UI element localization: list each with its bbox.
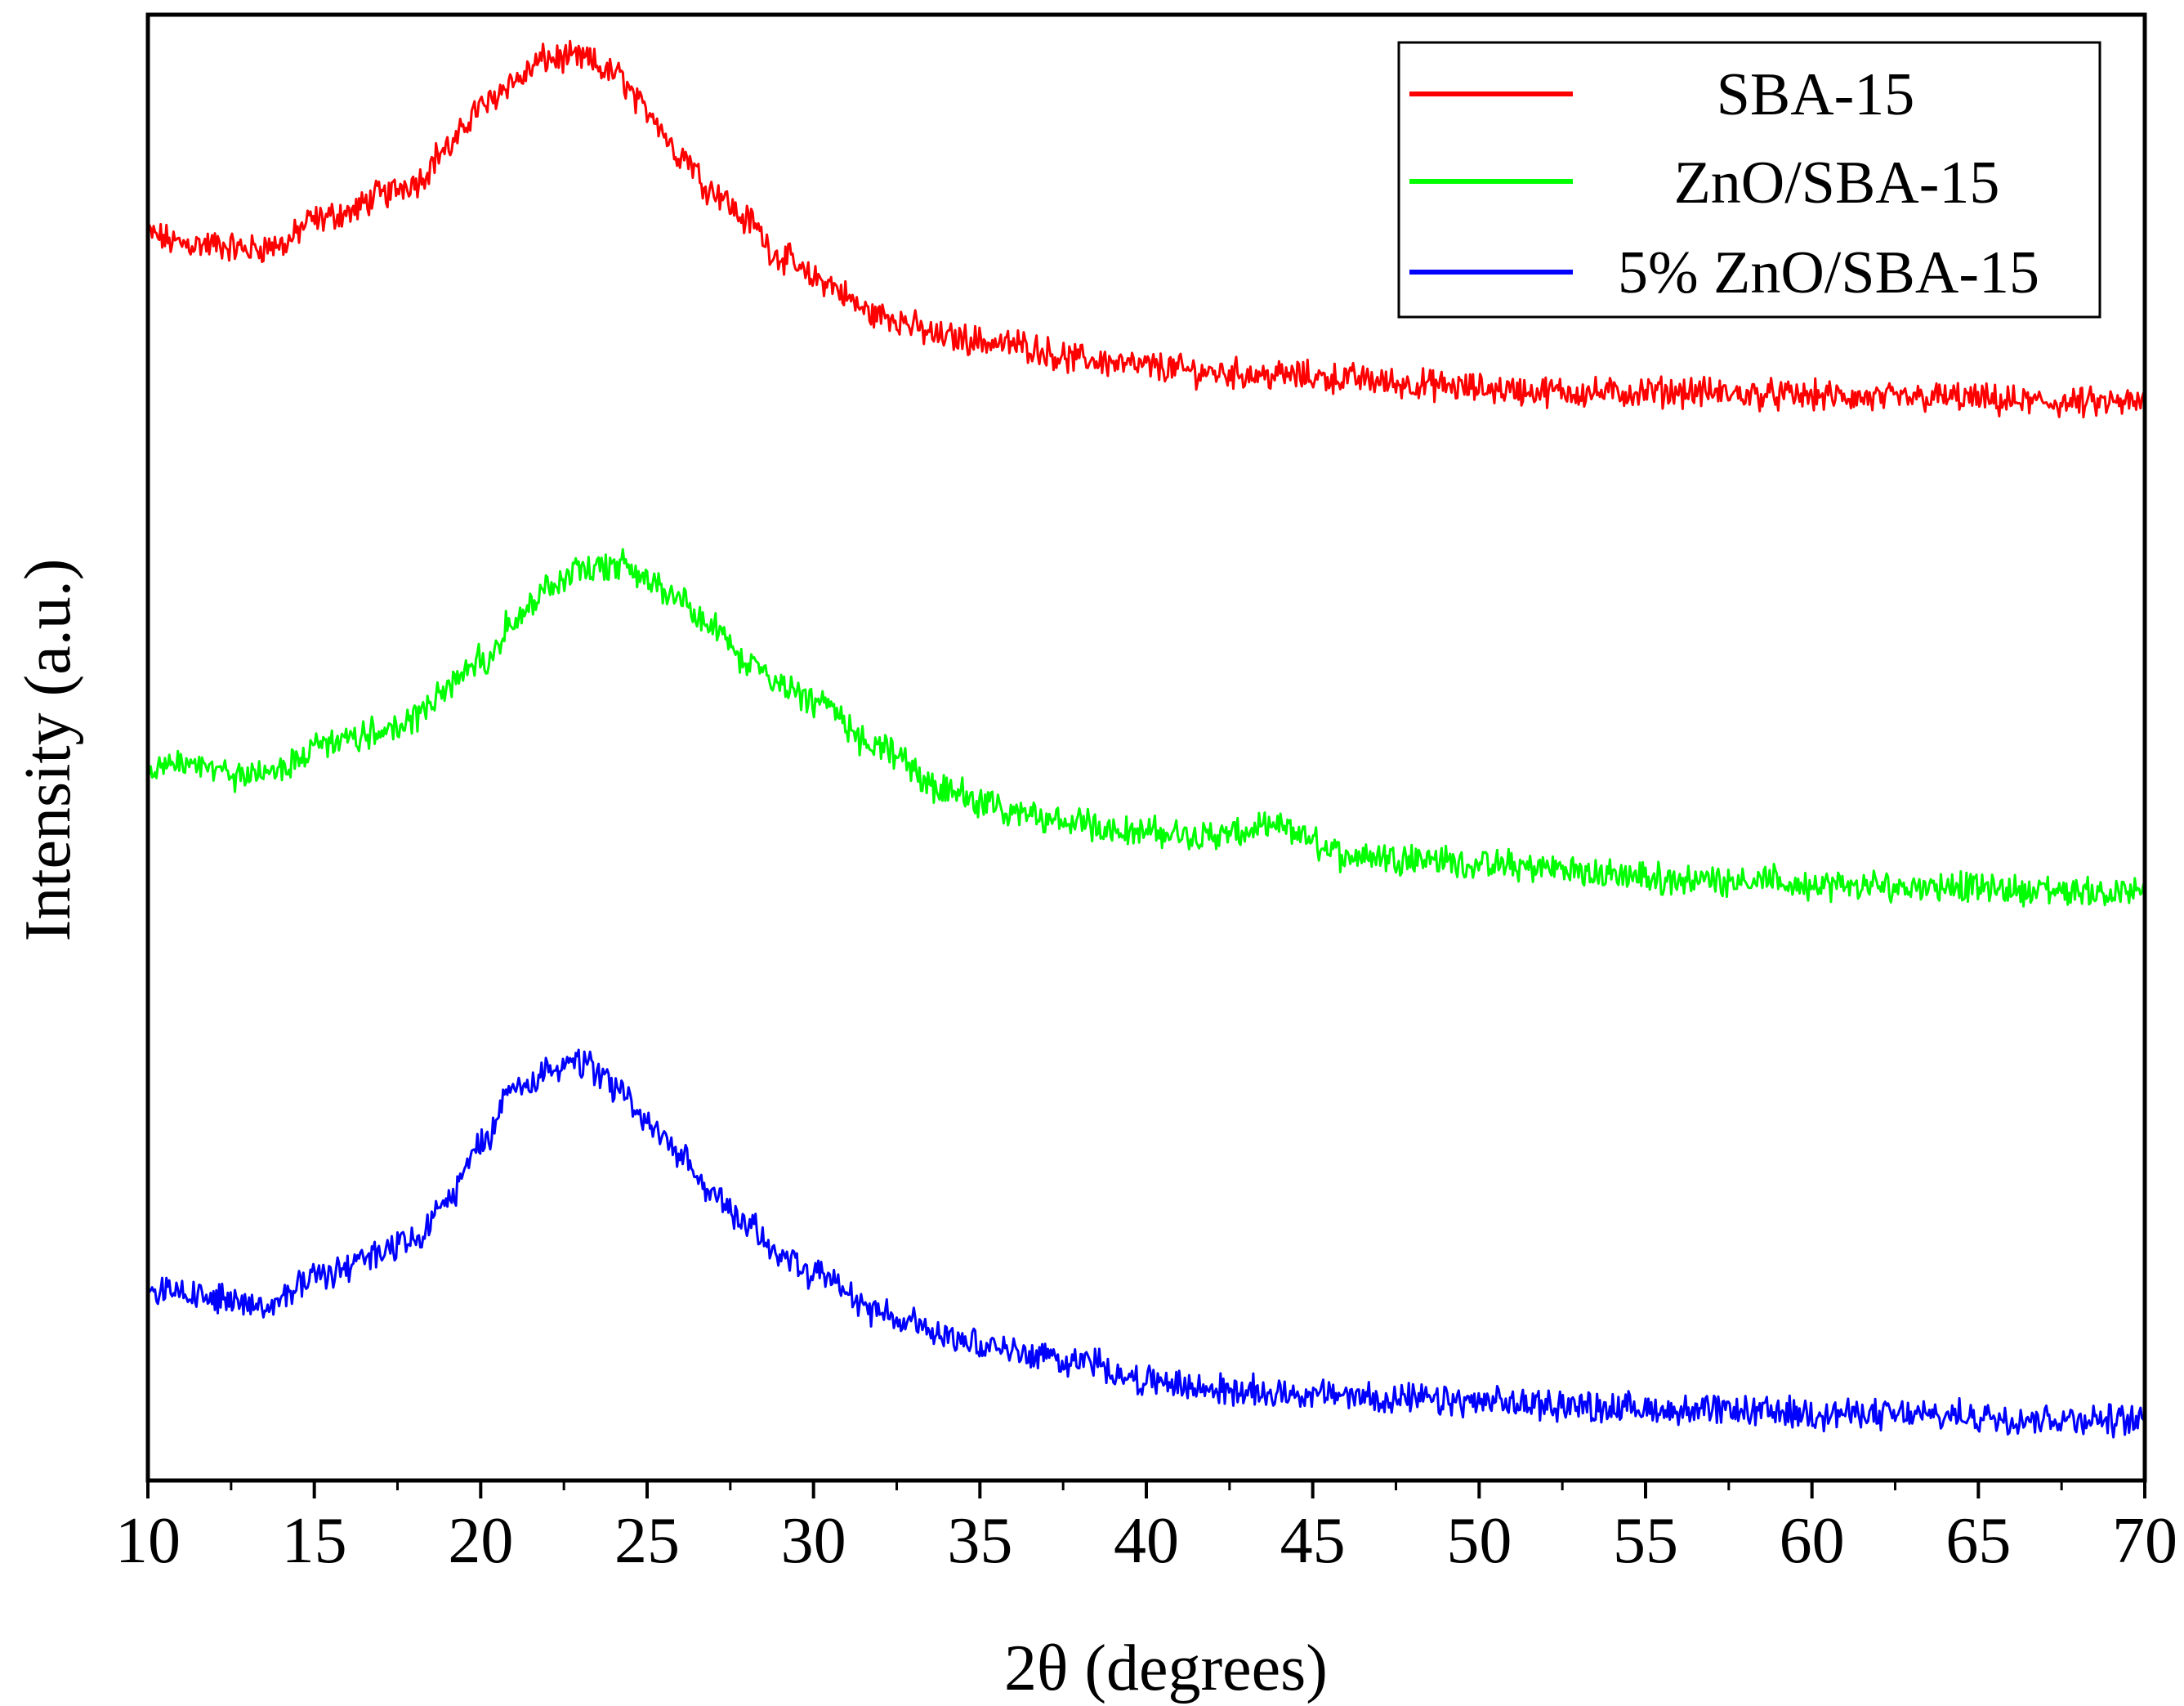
legend: SBA-15 ZnO/SBA-15 5% ZnO/SBA-15: [1397, 41, 2101, 319]
x-tick-label-40: 40: [1114, 1505, 1179, 1577]
series-line-5pct-zno-sba-15: [146, 1048, 2146, 1439]
x-tick-label-10: 10: [115, 1505, 181, 1577]
x-tick-label-20: 20: [448, 1505, 513, 1577]
legend-label-sba15: SBA-15: [1717, 61, 1915, 128]
legend-label-5pct-zno-sba15: 5% ZnO/SBA-15: [1618, 239, 2039, 306]
x-tick-label-30: 30: [781, 1505, 846, 1577]
x-tick-label-50: 50: [1446, 1505, 1512, 1577]
y-axis-title: Intensity (a.u.): [12, 559, 84, 942]
series-line-zno-sba-15: [146, 547, 2146, 910]
x-tick-label-35: 35: [947, 1505, 1012, 1577]
legend-label-zno-sba15: ZnO/SBA-15: [1674, 150, 2000, 217]
x-tick-label-65: 65: [1945, 1505, 2011, 1577]
axes-layer: 10 15 20 25 30 35 40 45 50 55 60 65 70: [115, 12, 2177, 1577]
x-tick-label-25: 25: [614, 1505, 680, 1577]
x-tick-label-60: 60: [1780, 1505, 1845, 1577]
x-tick-label-15: 15: [282, 1505, 347, 1577]
series-line-sba-15: [146, 39, 2146, 419]
x-tick-label-70: 70: [2112, 1505, 2177, 1577]
series-layer: [146, 39, 2146, 1439]
x-tick-label-45: 45: [1280, 1505, 1346, 1577]
x-tick-label-55: 55: [1613, 1505, 1678, 1577]
x-axis-title: 2θ (degrees): [1004, 1632, 1328, 1704]
